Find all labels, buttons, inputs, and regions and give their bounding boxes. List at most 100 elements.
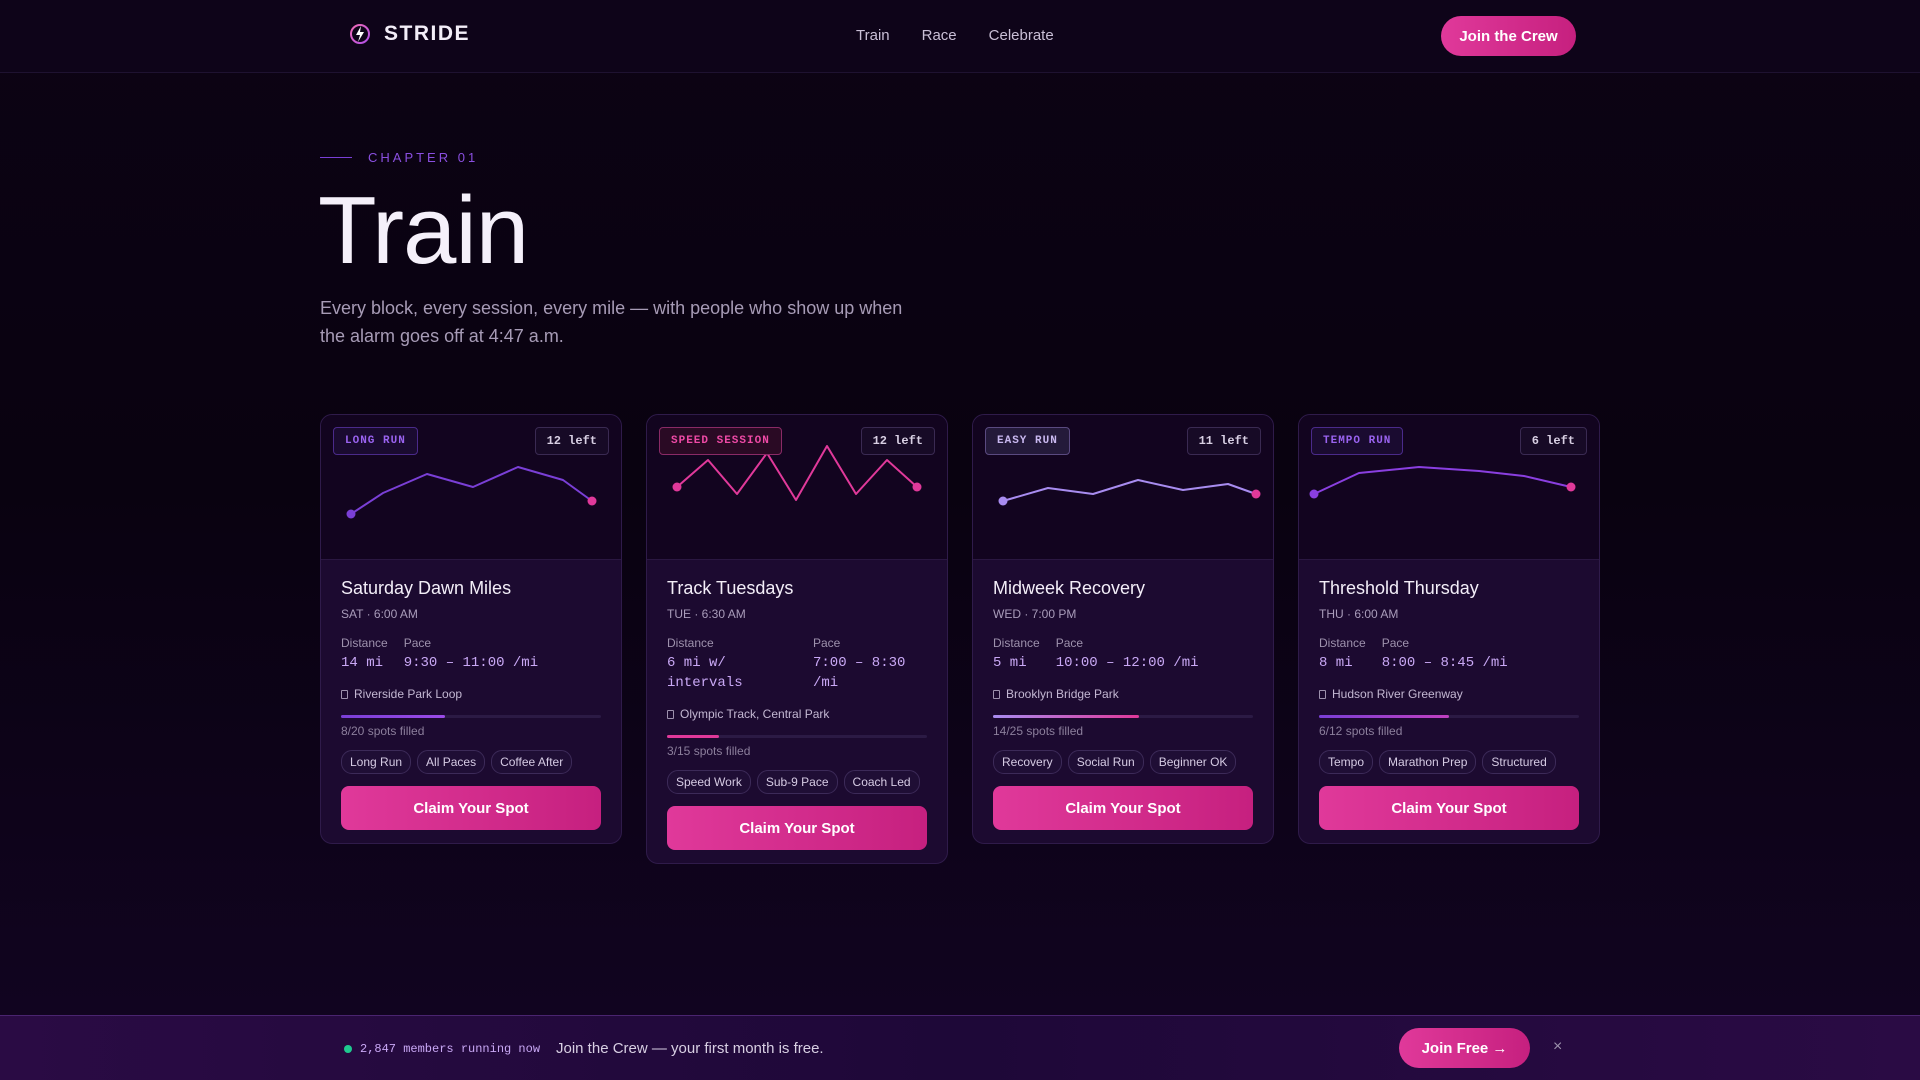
tag: Structured xyxy=(1482,750,1556,774)
offer-text: Join the Crew — your first month is free… xyxy=(556,1040,824,1057)
spots-progress-bar xyxy=(1319,715,1579,718)
session-type-badge: LONG RUN xyxy=(333,427,418,455)
tag: Recovery xyxy=(993,750,1062,774)
tag-list: Speed Work Sub-9 Pace Coach Led xyxy=(667,770,927,794)
join-free-button[interactable]: Join Free → xyxy=(1399,1028,1530,1068)
card-schedule: THU · 6:00 AM xyxy=(1319,607,1399,621)
pace-label: Pace xyxy=(403,636,432,650)
card-title: Threshold Thursday xyxy=(1319,578,1479,598)
spots-filled-text: 6/12 spots filled xyxy=(1319,724,1403,738)
distance-label: Distance xyxy=(667,636,714,650)
location: Brooklyn Bridge Park xyxy=(993,687,1253,701)
tag-list: Recovery Social Run Beginner OK xyxy=(993,750,1253,774)
chapter-label: CHAPTER 01 xyxy=(320,150,478,165)
claim-spot-button[interactable]: Claim Your Spot xyxy=(1319,786,1579,830)
location: Hudson River Greenway xyxy=(1319,687,1579,701)
distance-label: Distance xyxy=(341,636,388,650)
tag: Marathon Prep xyxy=(1379,750,1477,774)
chapter-text: CHAPTER 01 xyxy=(368,150,479,165)
tag: Social Run xyxy=(1067,750,1144,774)
distance-value: 14 mi xyxy=(341,655,384,671)
distance-label: Distance xyxy=(993,636,1040,650)
location-pin-icon xyxy=(667,709,674,719)
session-card-speed-session: SPEED SESSION 12 left Track Tuesdays TUE… xyxy=(646,414,948,864)
nav-links: Train Race Celebrate xyxy=(856,27,1054,44)
spots-filled-text: 3/15 spots filled xyxy=(667,744,751,758)
tag: Speed Work xyxy=(667,770,751,794)
pace-stat: Pace 9:30 – 11:00 /mi xyxy=(404,636,538,673)
distance-stat: Distance 5 mi xyxy=(993,636,1040,673)
session-card-tempo-run: TEMPO RUN 6 left Threshold Thursday THU … xyxy=(1298,414,1600,844)
spots-left-badge: 12 left xyxy=(534,427,609,455)
pace-stat: Pace 10:00 – 12:00 /mi xyxy=(1056,636,1199,673)
claim-spot-button[interactable]: Claim Your Spot xyxy=(341,786,601,830)
location-text: Olympic Track, Central Park xyxy=(680,707,830,721)
location-text: Brooklyn Bridge Park xyxy=(1006,687,1119,701)
spots-progress-bar xyxy=(993,715,1253,718)
card-schedule: SAT · 6:00 AM xyxy=(341,607,418,621)
session-type-badge: SPEED SESSION xyxy=(659,427,782,455)
card-title: Midweek Recovery xyxy=(993,578,1146,598)
spots-progress-bar xyxy=(667,735,927,738)
spots-left-badge: 12 left xyxy=(860,427,935,455)
card-header: LONG RUN 12 left xyxy=(321,415,621,560)
spots-progress-fill xyxy=(341,715,445,718)
spots-progress-fill xyxy=(1319,715,1449,718)
spots-progress-fill xyxy=(993,715,1139,718)
distance-value: 8 mi xyxy=(1319,655,1353,671)
tag: Tempo xyxy=(1319,750,1374,774)
location-text: Riverside Park Loop xyxy=(354,687,463,701)
live-members-text: 2,847 members running now xyxy=(360,1042,541,1056)
spots-filled-text: 14/25 spots filled xyxy=(993,724,1084,738)
live-dot-icon xyxy=(344,1045,352,1053)
pace-label: Pace xyxy=(1381,636,1410,650)
tag-list: Long Run All Paces Coffee After xyxy=(341,750,601,774)
nav-link-celebrate[interactable]: Celebrate xyxy=(988,27,1054,44)
close-icon[interactable]: × xyxy=(1553,1038,1563,1055)
location-pin-icon xyxy=(1319,689,1326,699)
location-text: Hudson River Greenway xyxy=(1332,687,1463,701)
nav-link-train[interactable]: Train xyxy=(856,27,890,44)
nav-link-race[interactable]: Race xyxy=(921,27,957,44)
claim-spot-button[interactable]: Claim Your Spot xyxy=(993,786,1253,830)
lightning-bolt-icon xyxy=(350,24,370,44)
location: Riverside Park Loop xyxy=(341,687,601,701)
spots-filled-text: 8/20 spots filled xyxy=(341,724,425,738)
brand-logo[interactable]: STRIDE xyxy=(348,22,470,46)
pace-label: Pace xyxy=(813,636,841,650)
chapter-divider xyxy=(320,157,352,158)
join-the-crew-button[interactable]: Join the Crew xyxy=(1441,16,1576,56)
spots-progress-bar xyxy=(341,715,601,718)
distance-stat: Distance 14 mi xyxy=(341,636,388,673)
tag-list: Tempo Marathon Prep Structured xyxy=(1319,750,1579,774)
tag: Long Run xyxy=(341,750,412,774)
page-title: Train xyxy=(318,177,529,284)
live-status: 2,847 members running now xyxy=(344,1042,540,1056)
card-header: EASY RUN 11 left xyxy=(973,415,1273,560)
tag: All Paces xyxy=(417,750,486,774)
tag: Beginner OK xyxy=(1149,750,1237,774)
pace-value: 9:30 – 11:00 /mi xyxy=(403,655,539,671)
pace-sparkline xyxy=(672,445,922,501)
page-subtitle: Every block, every session, every mile —… xyxy=(320,298,903,346)
session-type-badge: TEMPO RUN xyxy=(1311,427,1404,455)
card-header: SPEED SESSION 12 left xyxy=(647,415,947,560)
spots-left-badge: 6 left xyxy=(1519,427,1587,455)
session-card-long-run: LONG RUN 12 left Saturday Dawn Miles SAT… xyxy=(320,414,622,844)
claim-spot-button[interactable]: Claim Your Spot xyxy=(667,806,927,850)
card-title: Track Tuesdays xyxy=(667,578,794,598)
top-nav: STRIDE Train Race Celebrate Join the Cre… xyxy=(0,0,1920,73)
pace-value: 7:00 – 8:30 /mi xyxy=(813,655,906,691)
distance-value: 5 mi xyxy=(993,655,1027,671)
pace-sparkline xyxy=(346,466,597,519)
card-header: TEMPO RUN 6 left xyxy=(1299,415,1599,560)
session-type-badge: EASY RUN xyxy=(985,427,1070,455)
spots-left-badge: 11 left xyxy=(1186,427,1261,455)
spots-progress-fill xyxy=(667,735,719,738)
join-banner: 2,847 members running now Join the Crew … xyxy=(0,1015,1920,1080)
card-schedule: TUE · 6:30 AM xyxy=(667,607,746,621)
tag: Coach Led xyxy=(843,770,920,794)
pace-label: Pace xyxy=(1055,636,1084,650)
distance-stat: Distance 8 mi xyxy=(1319,636,1366,673)
brand-name: STRIDE xyxy=(384,22,471,45)
